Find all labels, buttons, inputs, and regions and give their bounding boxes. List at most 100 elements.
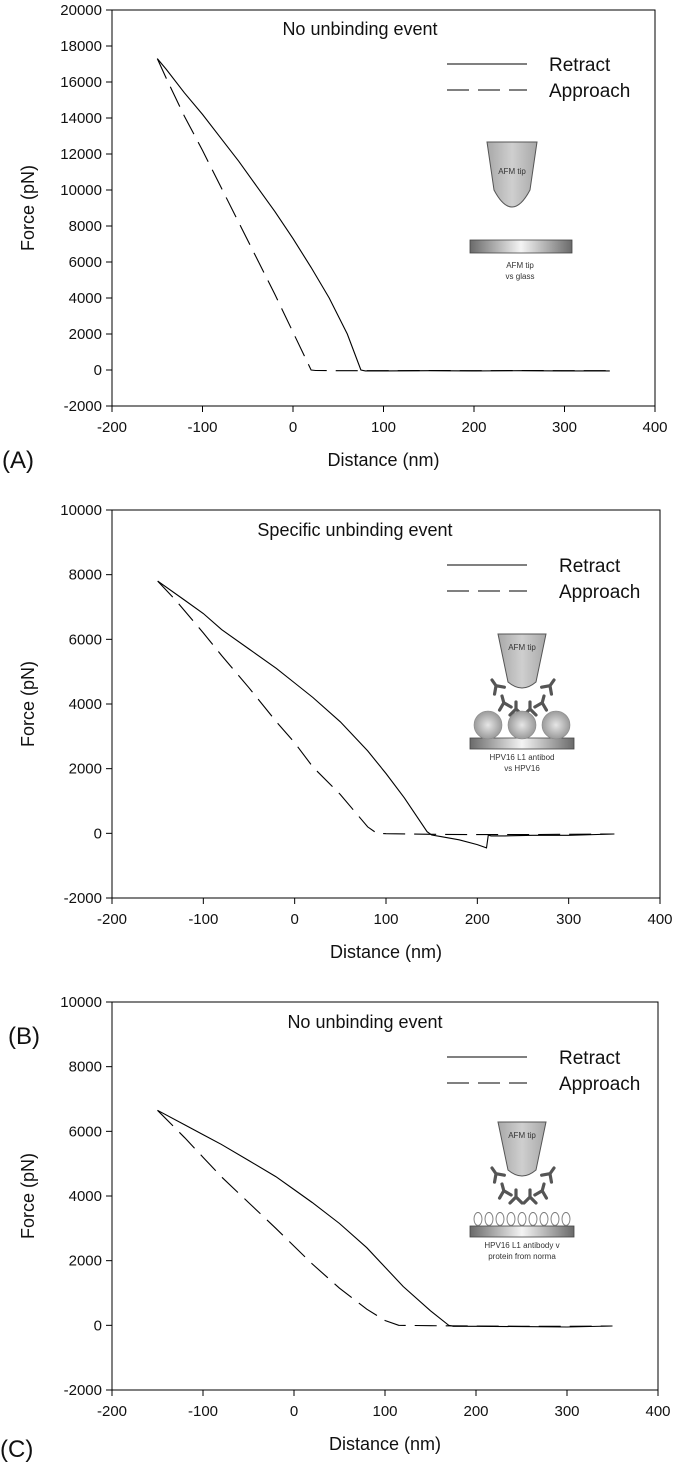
legend-label-approach: Approach (549, 81, 630, 102)
y-tick-label: 20000 (60, 2, 102, 19)
chart-panel-1: -200002000400060008000100001200014000160… (2, 2, 668, 474)
protein-coil-icon (561, 1212, 571, 1226)
y-tick-label: 8000 (69, 1059, 102, 1076)
y-axis-title: Force (pN) (18, 661, 38, 747)
x-tick-label: -100 (188, 1403, 218, 1420)
x-tick-label: 100 (373, 911, 398, 928)
x-tick-label: -100 (188, 911, 218, 928)
inset-caption-line1: HPV16 L1 antibod (490, 753, 555, 762)
virus-particle-icon (541, 710, 571, 740)
protein-coil-icon (539, 1212, 549, 1226)
protein-coil-icon (550, 1212, 560, 1226)
x-tick-label: 0 (290, 911, 298, 928)
series-line-retract (156, 58, 610, 372)
y-tick-label: 8000 (69, 567, 102, 584)
x-axis-title: Distance (nm) (327, 450, 439, 470)
inset-caption-line2: protein from norma (488, 1252, 556, 1261)
antibody-icon (533, 1182, 549, 1200)
protein-coil-icon (484, 1212, 494, 1226)
chart-panel-3: -2000 0 2000 4000 6000 8000 10000 -200 -100 0 100 2… (0, 994, 671, 1463)
substrate-icon (469, 1225, 575, 1238)
series-line-approach (156, 58, 610, 372)
inset-caption-line2: vs glass (506, 272, 535, 281)
chart-title: No unbinding event (282, 19, 437, 39)
antibody-icon (490, 678, 506, 696)
inset-illustration: AFM tip HPV16 L1 antibody v protein from n… (469, 1121, 575, 1261)
virus-particle-icon (473, 710, 503, 740)
protein-coil-icon (473, 1212, 483, 1226)
virus-particle-icon (507, 710, 537, 740)
x-tick-label: 400 (647, 911, 672, 928)
protein-coil-icon (506, 1212, 516, 1226)
x-tick-label: 200 (461, 419, 486, 436)
y-tick-label: 6000 (69, 631, 102, 648)
x-tick-label: -200 (97, 419, 127, 436)
y-tick-label: 0 (94, 1317, 102, 1334)
x-tick-label: 300 (554, 1403, 579, 1420)
inset-tip-label: AFM tip (508, 643, 536, 652)
inset-tip-label: AFM tip (498, 167, 526, 176)
y-tick-label: 0 (94, 362, 102, 379)
inset-illustration: AFM tip HPV16 L1 antibod vs HPV16 (469, 633, 575, 773)
x-tick-label: -200 (97, 1403, 127, 1420)
y-tick-label: 4000 (69, 1188, 102, 1205)
chart-panel-2: -2000 0 2000 4000 6000 8000 10000 -200 -100 0 100 2… (8, 502, 673, 1050)
protein-coil-icon (517, 1212, 527, 1226)
inset-caption-line1: HPV16 L1 antibody v (484, 1241, 559, 1250)
x-tick-label: 400 (645, 1403, 670, 1420)
afm-tip-icon (497, 633, 547, 689)
series-line-retract (157, 1109, 613, 1328)
legend-label-approach: Approach (559, 1074, 640, 1095)
y-tick-label: 10000 (60, 502, 102, 519)
protein-coil-icon (528, 1212, 538, 1226)
x-tick-label: 300 (552, 419, 577, 436)
y-tick-label: 4000 (69, 290, 102, 307)
y-tick-label: 8000 (69, 218, 102, 235)
y-axis-title: Force (pN) (18, 165, 38, 251)
y-tick-label: 6000 (69, 1123, 102, 1140)
afm-tip-icon (486, 141, 538, 208)
panel-label: (B) (8, 1023, 40, 1050)
y-tick-label: -2000 (64, 1382, 102, 1399)
y-tick-label: -2000 (64, 398, 102, 415)
inset-caption-line1: AFM tip (506, 261, 534, 270)
panel-label: (A) (2, 447, 34, 474)
x-tick-label: -200 (97, 911, 127, 928)
y-tick-label: 10000 (60, 182, 102, 199)
antibody-icon (540, 1166, 556, 1184)
chart-title: No unbinding event (287, 1012, 442, 1032)
antibody-icon (522, 1188, 538, 1205)
glass-substrate-icon (469, 239, 573, 254)
y-tick-label: 2000 (69, 326, 102, 343)
legend-label-retract: Retract (559, 1048, 621, 1069)
legend-label-approach: Approach (559, 582, 640, 603)
protein-coil-icon (495, 1212, 505, 1226)
antibody-icon (497, 1182, 513, 1200)
y-tick-label: 12000 (60, 146, 102, 163)
y-tick-label: 14000 (60, 110, 102, 127)
x-tick-label: 400 (642, 419, 667, 436)
antibody-icon (508, 1188, 524, 1205)
x-tick-label: 200 (463, 1403, 488, 1420)
y-tick-label: 0 (94, 825, 102, 842)
x-axis-title: Distance (nm) (330, 942, 442, 962)
y-tick-label: 10000 (60, 994, 102, 1011)
inset-caption-line2: vs HPV16 (504, 764, 540, 773)
antibody-icon (533, 694, 549, 712)
x-tick-label: 200 (465, 911, 490, 928)
antibody-icon (497, 694, 513, 712)
antibody-icon (540, 678, 556, 696)
x-tick-label: 0 (289, 419, 297, 436)
x-tick-label: 300 (556, 911, 581, 928)
x-tick-label: 0 (290, 1403, 298, 1420)
legend-label-retract: Retract (549, 55, 611, 76)
inset-illustration: AFM tip AFM tip vs glass (469, 141, 573, 281)
y-tick-label: 6000 (69, 254, 102, 271)
panel-label: (C) (0, 1436, 33, 1463)
series-line-retract (157, 580, 615, 849)
y-tick-label: 16000 (60, 74, 102, 91)
afm-tip-icon (497, 1121, 547, 1177)
antibody-icon (490, 1166, 506, 1184)
y-tick-label: -2000 (64, 890, 102, 907)
